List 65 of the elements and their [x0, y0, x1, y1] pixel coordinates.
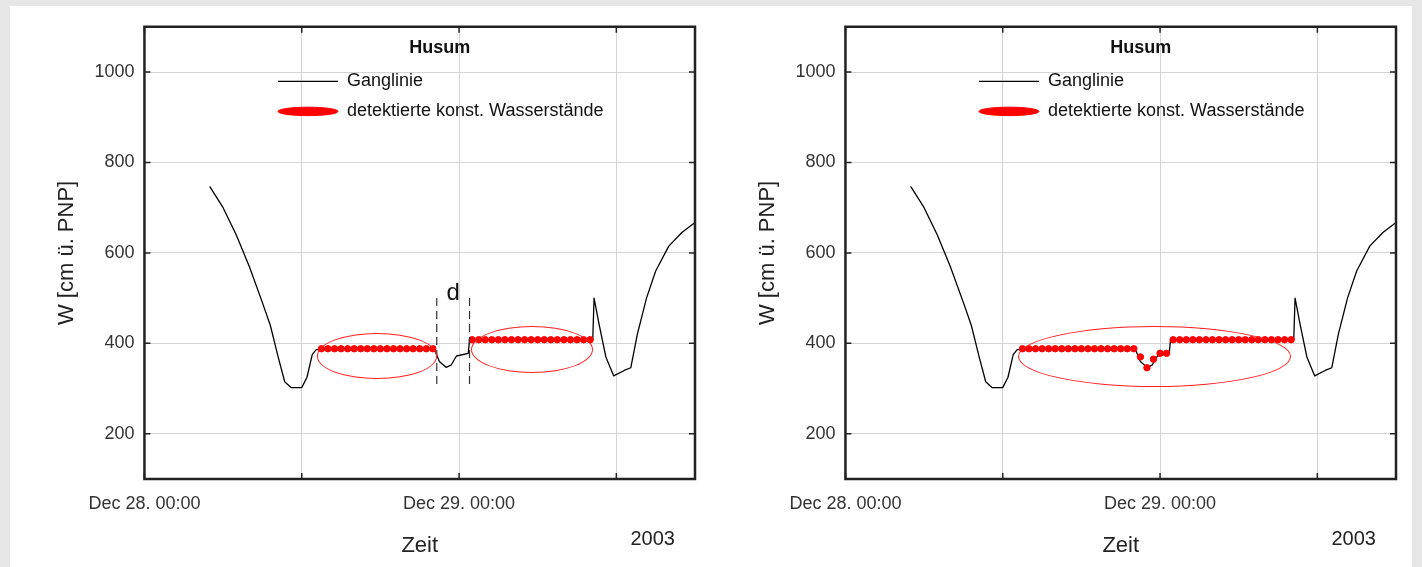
point — [1103, 345, 1112, 353]
point — [1221, 336, 1230, 344]
point — [1025, 345, 1033, 353]
point — [1136, 353, 1145, 361]
point — [1189, 336, 1197, 344]
y-axis-title: W [cm ü. PNP] — [53, 180, 79, 326]
point — [1077, 345, 1086, 353]
point — [1031, 345, 1040, 353]
text: 2003 — [630, 526, 675, 549]
x-axis-title: Zeit — [1102, 531, 1140, 557]
point — [1215, 336, 1223, 344]
point — [1058, 345, 1066, 353]
point — [1162, 349, 1171, 357]
point — [1130, 345, 1138, 353]
y-tick-label: 800 — [104, 151, 135, 172]
point — [1123, 345, 1131, 353]
point — [1117, 345, 1125, 353]
y-tick-label: 200 — [104, 422, 135, 443]
legend-label: detektierte konst. Wasserstände — [1047, 100, 1305, 121]
x-tick-label: Dec 28. 00:00 — [88, 492, 201, 513]
point — [1064, 345, 1072, 353]
y-tick-label: 600 — [104, 241, 135, 262]
point — [1143, 364, 1151, 372]
y-tick-label: 400 — [805, 332, 836, 353]
legend-label: detektierte konst. Wasserstände — [346, 100, 604, 121]
x-tick-label: Dec 29. 00:00 — [1104, 492, 1217, 513]
y-tick-label: 1000 — [795, 60, 836, 81]
point — [1176, 336, 1184, 344]
y-tick-label: 800 — [805, 151, 836, 172]
point — [1228, 336, 1236, 344]
y-tick-label: 400 — [104, 332, 135, 353]
ref-line-label: d — [446, 277, 460, 305]
point — [1084, 345, 1092, 353]
x-axis-title: Zeit — [401, 531, 439, 557]
point — [1280, 336, 1289, 344]
point — [1235, 336, 1243, 344]
point — [1044, 345, 1053, 353]
legend-label: Ganglinie — [346, 70, 424, 91]
point — [1156, 349, 1164, 357]
point — [1208, 336, 1217, 344]
legend-label: Ganglinie — [1047, 70, 1125, 91]
point — [1169, 336, 1177, 344]
point — [1248, 336, 1256, 344]
y-axis-title: W [cm ü. PNP] — [754, 180, 780, 326]
point — [1274, 336, 1282, 344]
point — [1241, 336, 1249, 344]
point — [1090, 345, 1099, 353]
y-tick-label: 200 — [805, 422, 836, 443]
legend-title: Husum — [409, 36, 471, 57]
point — [1110, 345, 1118, 353]
point — [1287, 336, 1295, 344]
point — [1149, 355, 1158, 363]
y-tick-label: 600 — [805, 241, 836, 262]
point — [1071, 345, 1079, 353]
legend-title: Husum — [1110, 36, 1172, 57]
x-tick-label: Dec 29. 00:00 — [403, 492, 516, 513]
point — [1051, 345, 1059, 353]
text: 2003 — [1331, 526, 1376, 549]
point — [1202, 336, 1210, 344]
point — [1038, 345, 1046, 353]
point — [1097, 345, 1105, 353]
y-tick-label: 1000 — [94, 60, 135, 81]
point — [1182, 336, 1190, 344]
x-tick-label: Dec 28. 00:00 — [789, 492, 902, 513]
point — [1195, 336, 1204, 344]
